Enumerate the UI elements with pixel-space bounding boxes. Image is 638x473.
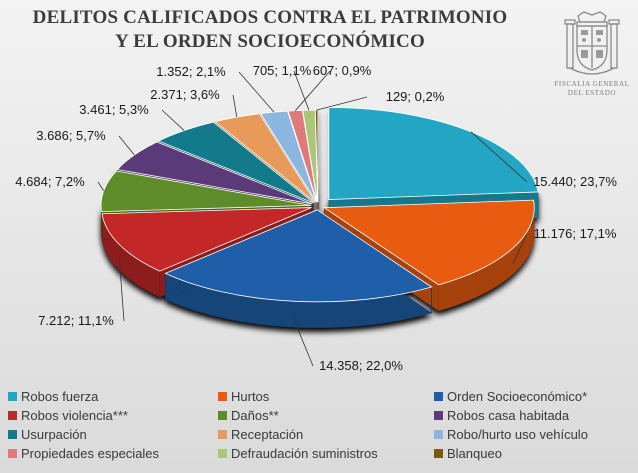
data-label: 3.461; 5,3% [79, 102, 149, 117]
legend-label: Hurtos [231, 389, 270, 404]
legend-swatch [218, 430, 227, 439]
data-label: 705; 1,1% [253, 63, 312, 78]
legend-label: Orden Socioeconómico* [447, 389, 588, 404]
chart-title: DELITOS CALIFICADOS CONTRA EL PATRIMONIO… [0, 6, 540, 54]
legend-swatch [218, 411, 227, 420]
legend-swatch [218, 392, 227, 401]
legend-label: Usurpación [21, 427, 87, 442]
data-label: 7.212; 11,1% [38, 313, 114, 328]
legend-label: Robos violencia*** [21, 408, 128, 423]
legend-item: Robos casa habitada [434, 407, 634, 424]
legend-swatch [8, 411, 17, 420]
pie-slice [101, 207, 312, 272]
data-label: 1.352; 2,1% [156, 64, 226, 79]
pie-slice [328, 107, 539, 200]
leader-line [97, 181, 105, 192]
legend-item: Blanqueo [434, 445, 634, 462]
legend-item: Daños** [218, 407, 434, 424]
legend-label: Propiedades especiales [21, 446, 160, 461]
leader-line [232, 94, 238, 118]
legend-label: Blanqueo [447, 446, 502, 461]
pie-slice [214, 113, 316, 203]
data-label: 2.371; 3,6% [150, 87, 220, 102]
pie-slice [323, 199, 535, 286]
legend-item: Receptación [218, 426, 434, 443]
data-label: 129; 0,2% [386, 89, 445, 104]
logo-text-line-1: FISCALIA GENERAL [554, 80, 630, 88]
legend-item: Orden Socioeconómico* [434, 388, 634, 405]
legend-item: Propiedades especiales [8, 445, 218, 462]
fiscalia-logo: FISCALIA GENERAL DEL ESTADO [552, 10, 632, 105]
legend-swatch [434, 449, 443, 458]
legend-swatch [218, 449, 227, 458]
legend-swatch [434, 411, 443, 420]
legend-swatch [434, 392, 443, 401]
legend-item: Robos fuerza [8, 388, 218, 405]
chart-title-line-1: DELITOS CALIFICADOS CONTRA EL PATRIMONIO [32, 7, 508, 28]
legend-label: Robos fuerza [21, 389, 99, 404]
pie-slice [164, 209, 433, 303]
legend-item: Robos violencia*** [8, 407, 218, 424]
leader-line [238, 71, 275, 113]
legend-label: Receptación [231, 427, 304, 442]
legend-label: Daños** [231, 408, 279, 423]
pie-chart: 15.440; 23,7% 11.176; 17,1% 14.358; 22,0% 7… [15, 63, 617, 373]
pie-slice [287, 109, 318, 203]
data-label: 11.176; 17,1% [534, 226, 617, 241]
data-label: 4.684; 7,2% [15, 174, 85, 189]
data-label: 14.358; 22,0% [319, 358, 403, 373]
leader-line [512, 233, 528, 264]
data-label: 15.440; 23,7% [533, 174, 617, 189]
logo-text-line-2: DEL ESTADO [567, 89, 617, 97]
legend-swatch [8, 449, 17, 458]
leader-line [470, 131, 528, 183]
leader-line [161, 109, 185, 131]
leader-line [294, 70, 331, 111]
legend-item: Usurpación [8, 426, 218, 443]
legend-item: Robo/hurto uso vehículo [434, 426, 634, 443]
legend-swatch [8, 392, 17, 401]
pie-slice [260, 110, 317, 203]
legend-label: Defraudación suministros [231, 446, 378, 461]
legend-label: Robo/hurto uso vehículo [447, 427, 588, 442]
leader-line [293, 70, 310, 111]
leader-line [119, 260, 125, 322]
legend-label: Robos casa habitada [447, 408, 570, 423]
chart-legend: Robos fuerza Hurtos Orden Socioeconómico* R… [8, 388, 634, 462]
legend-swatch [8, 430, 17, 439]
data-label: 3.686; 5,7% [36, 128, 106, 143]
legend-swatch [434, 430, 443, 439]
pie-slice [116, 141, 313, 205]
leader-line [292, 316, 314, 367]
leader-line [118, 135, 135, 156]
leader-line [316, 96, 368, 111]
chart-title-line-2: Y EL ORDEN SOCIOECONÓMICO [115, 31, 425, 52]
data-label: 607; 0,9% [313, 63, 372, 78]
legend-item: Hurtos [218, 388, 434, 405]
legend-item: Defraudación suministros [218, 445, 434, 462]
coat-of-arms-icon [564, 11, 620, 75]
